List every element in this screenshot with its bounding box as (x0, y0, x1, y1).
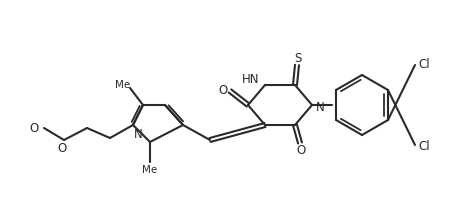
Text: O: O (57, 143, 67, 156)
Text: O: O (219, 83, 227, 96)
Text: Me: Me (115, 80, 131, 90)
Text: HN: HN (242, 73, 260, 85)
Text: Cl: Cl (418, 139, 430, 152)
Text: S: S (294, 52, 302, 64)
Text: Cl: Cl (418, 57, 430, 70)
Text: N: N (133, 128, 142, 140)
Text: N: N (316, 101, 324, 114)
Text: O: O (29, 122, 39, 135)
Text: Me: Me (142, 165, 157, 175)
Text: O: O (297, 144, 306, 157)
